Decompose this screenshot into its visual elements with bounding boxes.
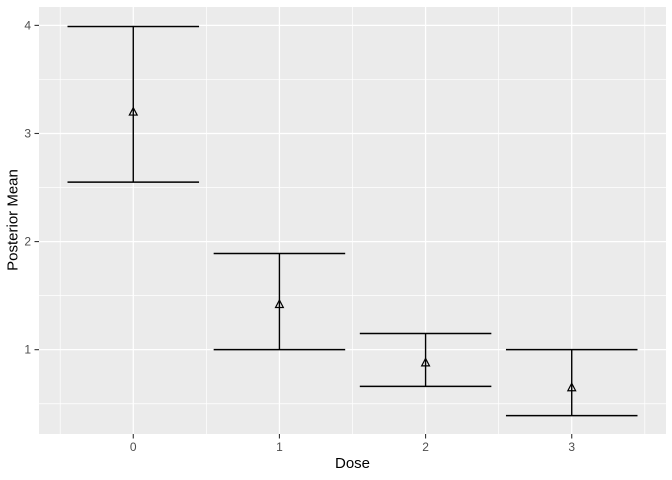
x-tick-label: 0 xyxy=(130,440,137,454)
mean-marker-triangle xyxy=(566,382,577,392)
mean-marker-triangle xyxy=(420,357,431,367)
y-axis-title: Posterior Mean xyxy=(4,169,22,271)
y-tick-label: 4 xyxy=(24,18,31,32)
y-tick-label: 2 xyxy=(24,235,31,249)
x-tick-label: 3 xyxy=(568,440,575,454)
y-tick-label: 3 xyxy=(24,126,31,140)
x-axis-title: Dose xyxy=(334,455,371,472)
x-tick-label: 2 xyxy=(422,440,429,454)
mean-marker-triangle xyxy=(274,298,285,309)
mean-marker-triangle xyxy=(128,106,139,116)
x-tick-label: 1 xyxy=(276,440,283,454)
y-tick-label: 1 xyxy=(24,343,31,357)
